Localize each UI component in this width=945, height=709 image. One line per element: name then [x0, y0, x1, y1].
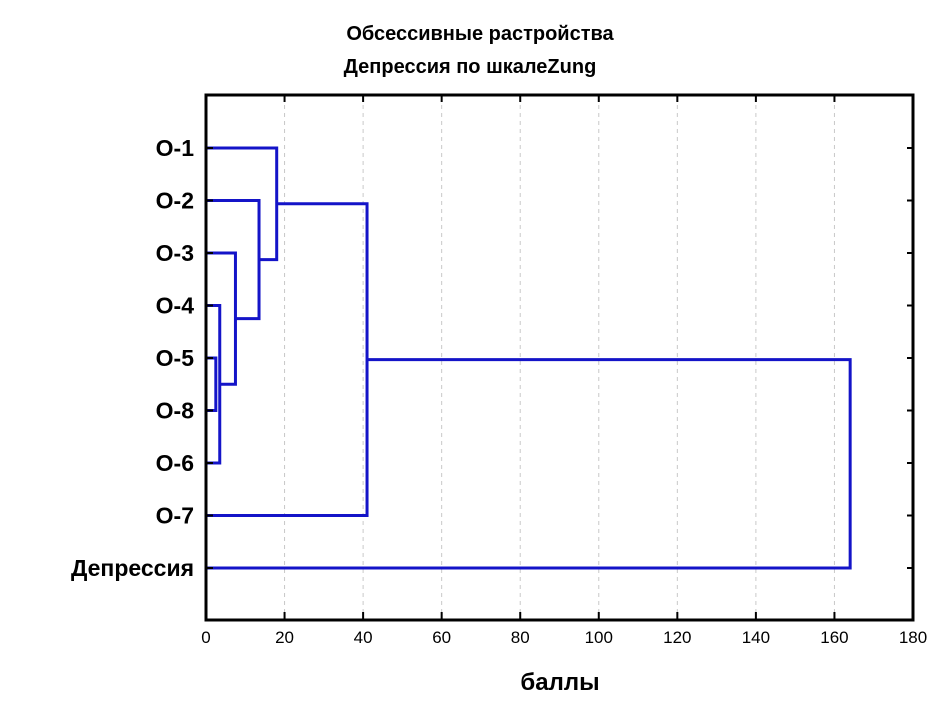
x-tick-label: 160: [820, 628, 848, 647]
leaf-label: O-3: [156, 240, 194, 266]
leaf-label: O-2: [156, 188, 194, 214]
dendrogram-link: [206, 146, 279, 262]
leaf-label: O-6: [156, 450, 194, 476]
leaf-label: O-1: [156, 135, 195, 161]
x-tick-label: 180: [899, 628, 927, 647]
leaf-label: O-4: [156, 293, 195, 319]
dendrogram-link: [206, 358, 852, 570]
dendrogram-tree: [206, 146, 852, 570]
leaf-labels: O-1 O-2 O-3 O-4 O-5 O-8 O-6 O-7 Депрессия: [71, 135, 194, 581]
dendrogram-link: [206, 304, 222, 465]
leaf-label: O-7: [156, 503, 194, 529]
chart-subtitle: Депрессия по шкалеZung: [344, 56, 597, 78]
x-tick-label: 60: [432, 628, 451, 647]
x-tick-label: 140: [742, 628, 770, 647]
x-tick-label: 0: [201, 628, 210, 647]
plot-frame: [204, 93, 915, 622]
x-axis-ticks: 0 20 40 60 80 100 120 140 160 180: [201, 95, 927, 647]
x-tick-label: 40: [354, 628, 373, 647]
dendrogram-link: [206, 199, 261, 321]
x-tick-label: 120: [663, 628, 691, 647]
x-tick-label: 100: [585, 628, 613, 647]
y-axis-ticks: [206, 147, 913, 569]
x-tick-label: 20: [275, 628, 294, 647]
leaf-label: O-5: [156, 345, 195, 371]
dendrogram-link: [206, 202, 369, 517]
x-tick-label: 80: [511, 628, 530, 647]
leaf-label: Депрессия: [71, 555, 194, 581]
x-axis-title: баллы: [520, 669, 599, 696]
leaf-label: O-8: [156, 398, 195, 424]
grid-lines: [284, 97, 835, 618]
chart-title: Обсессивные растройства: [346, 23, 614, 45]
